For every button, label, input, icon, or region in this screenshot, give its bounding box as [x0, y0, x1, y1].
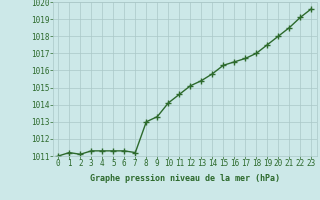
X-axis label: Graphe pression niveau de la mer (hPa): Graphe pression niveau de la mer (hPa) — [90, 174, 280, 183]
